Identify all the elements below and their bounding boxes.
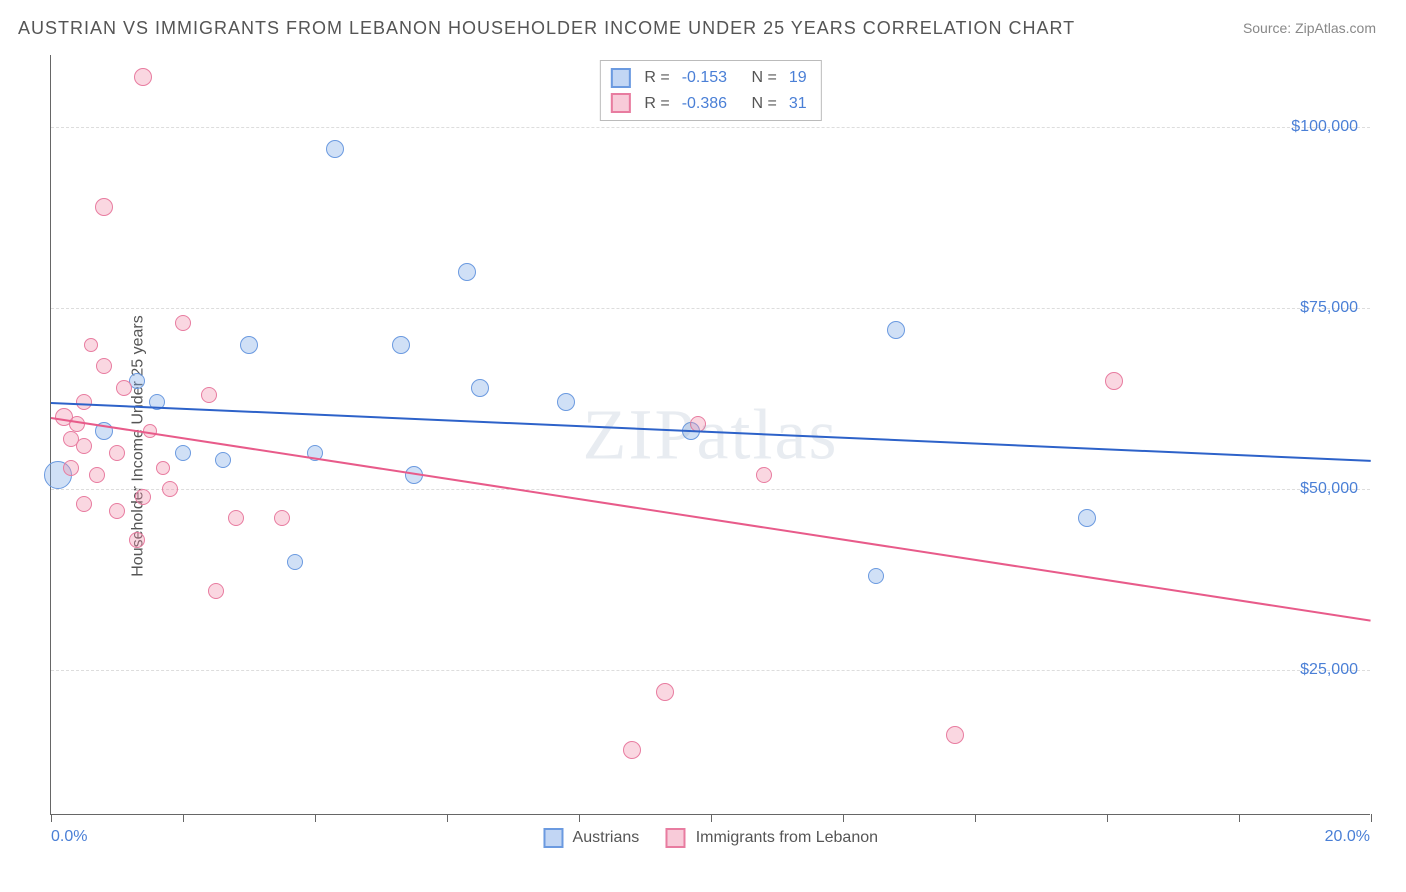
scatter-point: [96, 358, 112, 374]
legend-n-label: N =: [752, 91, 777, 117]
plot-area: ZIPatlas R = -0.153 N = 19 R = -0.386 N …: [50, 55, 1370, 815]
scatter-point: [557, 393, 575, 411]
scatter-point: [1078, 509, 1096, 527]
scatter-point: [84, 338, 98, 352]
x-tick: [975, 814, 976, 822]
x-axis-min-label: 0.0%: [51, 828, 87, 846]
scatter-point: [63, 460, 79, 476]
scatter-point: [287, 554, 303, 570]
scatter-point: [134, 68, 152, 86]
scatter-point: [109, 503, 125, 519]
legend-austrians-n: 19: [785, 65, 811, 91]
x-tick: [447, 814, 448, 822]
legend-lebanon-r: -0.386: [678, 91, 731, 117]
y-gridline: [51, 127, 1370, 128]
x-tick: [579, 814, 580, 822]
legend-lebanon-n: 31: [785, 91, 811, 117]
y-gridline: [51, 489, 1370, 490]
scatter-point: [471, 379, 489, 397]
scatter-point: [215, 452, 231, 468]
scatter-point: [76, 438, 92, 454]
scatter-point: [129, 532, 145, 548]
scatter-point: [109, 445, 125, 461]
scatter-point: [201, 387, 217, 403]
legend-item-austrians: Austrians: [543, 828, 639, 848]
scatter-point: [656, 683, 674, 701]
scatter-point: [89, 467, 105, 483]
scatter-point: [208, 583, 224, 599]
legend-n-label: N =: [752, 65, 777, 91]
scatter-point: [175, 315, 191, 331]
trend-line: [51, 402, 1371, 462]
scatter-point: [868, 568, 884, 584]
x-tick: [183, 814, 184, 822]
legend-lebanon-label: Immigrants from Lebanon: [696, 829, 878, 846]
x-tick: [51, 814, 52, 822]
source-attribution: Source: ZipAtlas.com: [1243, 20, 1376, 36]
scatter-point: [156, 461, 170, 475]
correlation-legend: R = -0.153 N = 19 R = -0.386 N = 31: [599, 60, 821, 121]
y-gridline: [51, 308, 1370, 309]
scatter-point: [887, 321, 905, 339]
y-tick-label: $100,000: [1291, 118, 1358, 136]
x-axis-max-label: 20.0%: [1325, 828, 1370, 846]
trend-line: [51, 417, 1371, 622]
x-tick: [315, 814, 316, 822]
scatter-point: [326, 140, 344, 158]
scatter-point: [274, 510, 290, 526]
scatter-point: [228, 510, 244, 526]
legend-austrians-r: -0.153: [678, 65, 731, 91]
scatter-point: [162, 481, 178, 497]
swatch-lebanon-icon: [665, 828, 685, 848]
scatter-point: [756, 467, 772, 483]
scatter-point: [69, 416, 85, 432]
y-tick-label: $25,000: [1300, 661, 1358, 679]
swatch-austrians: [610, 68, 630, 88]
x-tick: [843, 814, 844, 822]
y-tick-label: $50,000: [1300, 480, 1358, 498]
scatter-point: [1105, 372, 1123, 390]
x-tick: [1371, 814, 1372, 822]
scatter-point: [116, 380, 132, 396]
y-tick-label: $75,000: [1300, 299, 1358, 317]
scatter-point: [76, 496, 92, 512]
chart-title: AUSTRIAN VS IMMIGRANTS FROM LEBANON HOUS…: [18, 18, 1075, 39]
scatter-point: [135, 489, 151, 505]
scatter-point: [458, 263, 476, 281]
legend-r-label: R =: [644, 65, 669, 91]
swatch-austrians-icon: [543, 828, 563, 848]
legend-row-lebanon: R = -0.386 N = 31: [610, 91, 810, 117]
x-tick: [1107, 814, 1108, 822]
scatter-point: [240, 336, 258, 354]
swatch-lebanon: [610, 93, 630, 113]
watermark-zip: ZIP: [583, 394, 697, 474]
x-tick: [1239, 814, 1240, 822]
legend-r-label: R =: [644, 91, 669, 117]
scatter-point: [946, 726, 964, 744]
scatter-point: [175, 445, 191, 461]
scatter-point: [392, 336, 410, 354]
scatter-point: [623, 741, 641, 759]
legend-austrians-label: Austrians: [573, 829, 640, 846]
y-gridline: [51, 670, 1370, 671]
series-legend: Austrians Immigrants from Lebanon: [543, 828, 878, 848]
scatter-point: [95, 198, 113, 216]
legend-row-austrians: R = -0.153 N = 19: [610, 65, 810, 91]
x-tick: [711, 814, 712, 822]
legend-item-lebanon: Immigrants from Lebanon: [665, 828, 878, 848]
